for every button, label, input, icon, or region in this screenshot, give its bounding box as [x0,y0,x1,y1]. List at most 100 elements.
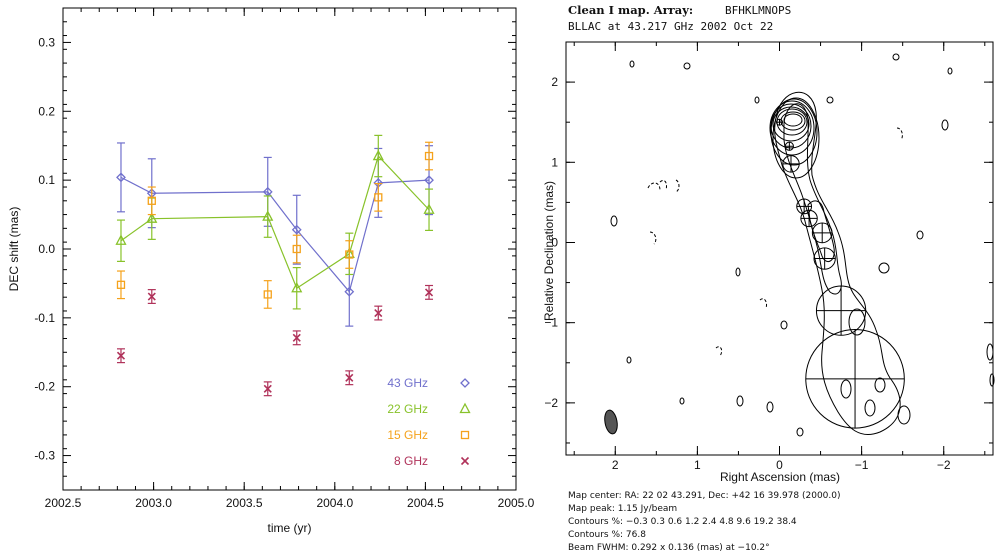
left-y-ticks: -0.3 -0.2 -0.1 0.0 0.1 0.2 0.3 [34,7,516,491]
data-point [423,203,435,214]
noise-contour [626,356,632,364]
model-component [815,285,867,336]
noise-contour [735,267,741,277]
error-bar [374,134,383,178]
data-point [344,286,355,297]
series-x [116,284,434,397]
noise-contour [780,320,788,330]
series-line [120,154,430,290]
noise-contour [916,230,924,240]
x-marker-stroke [292,333,301,342]
data-point [424,288,434,297]
legend-marker [460,378,470,388]
data-point [262,210,274,221]
noise-contour [649,231,657,245]
left-plot-frame [62,7,517,491]
vlbi-map-panel: Clean I map. Array: BFHKLMNOPS BLLAC at … [542,3,995,553]
x-tick-label: 2004.0 [316,496,353,510]
noise-contour [759,298,767,309]
map-title-array: BFHKLMNOPS [725,4,791,17]
legend-marker [460,456,470,466]
core-contour [780,111,806,131]
map-contours [769,92,911,435]
y-tick-label: -0.2 [34,380,55,394]
map-info-line: Beam FWHM: 0.292 x 0.136 (mas) at −10.2° [568,543,770,553]
error-bar [116,142,125,213]
model-component [811,222,833,244]
x-marker-stroke [460,456,470,466]
y-tick-label: 0.0 [38,242,55,256]
x-tick-label: 2002.5 [45,496,82,510]
map-y-axis-label: Relative Declination (mas) [542,181,556,321]
error-bar [425,141,434,171]
x-tick-label: 2004.5 [407,496,444,510]
data-point [116,172,126,183]
error-bar [292,234,301,264]
x-tick-label: 2003.0 [135,496,172,510]
jet-inner-contour [783,103,842,295]
map-info-line: Contours %: −0.3 0.3 0.6 1.2 2.4 4.8 9.6… [568,517,797,527]
error-bar [292,266,301,310]
core-contour [783,113,803,127]
legend-label: 43 GHz [387,376,428,390]
data-point [115,234,127,245]
data-point [116,351,126,360]
noise-contour [947,67,953,75]
noise-contour [754,96,760,104]
x-marker-stroke [374,308,383,318]
data-point [146,212,158,223]
jet-contour [874,377,886,393]
legend-label: 22 GHz [387,402,428,416]
noise-contour [659,179,667,191]
noise-contour [892,53,900,61]
map-y-tick-label: −2 [544,396,558,410]
left-series-layer [115,134,435,397]
map-info-line: Map center: RA: 22 02 43.291, Dec: +42 1… [568,491,841,501]
map-y-tick-label: 1 [551,155,558,169]
noise-contour [878,262,890,274]
jet-contour [897,405,911,425]
map-info-line: Map peak: 1.15 Jy/beam [568,504,677,514]
map-noise-contours [610,53,995,437]
map-title-line2: BLLAC at 43.217 GHz 2002 Oct 22 [568,20,773,33]
y-tick-label: 0.3 [38,35,55,49]
model-components [776,118,905,429]
error-bar [116,270,125,300]
left-x-ticks: 2002.5 2003.0 2003.5 2004.0 2004.5 2005.0 [45,8,535,510]
map-frame [565,41,994,456]
noise-contour [796,427,804,437]
data-point [345,250,354,259]
model-component [805,329,905,429]
noise-contour [766,401,774,413]
jet-knot-contour [807,200,835,263]
noise-contour [679,397,685,405]
map-x-axis-label: Right Ascension (mas) [720,470,840,484]
core-contour [770,98,818,166]
noise-contour [896,127,903,141]
x-marker-stroke [345,373,354,382]
map-x-tick-label: −2 [937,458,951,472]
data-point [291,281,303,293]
data-point [374,193,383,202]
data-point [424,151,434,161]
map-y-tick-label: −1 [544,316,558,330]
left-legend: 43 GHz 22 GHz 15 GHz 8 GHz [387,376,471,468]
x-marker-stroke [116,351,126,360]
legend-marker [460,430,470,440]
map-x-tick-label: 0 [776,458,783,472]
x-marker-stroke [147,292,156,301]
y-tick-label: 0.1 [38,173,55,187]
error-bar [116,219,125,262]
noise-contour [715,346,723,357]
x-marker-stroke [424,288,434,297]
data-point [263,384,272,393]
core-contour [769,100,815,156]
noise-contour [736,395,744,407]
error-bar [263,195,272,238]
map-info-block: Map center: RA: 22 02 43.291, Dec: +42 1… [568,491,841,553]
y-tick-label: 0.2 [38,104,55,118]
left-y-axis-label: DEC shift (mas) [7,207,21,292]
jet-contour [864,399,876,417]
error-bar [263,280,272,309]
